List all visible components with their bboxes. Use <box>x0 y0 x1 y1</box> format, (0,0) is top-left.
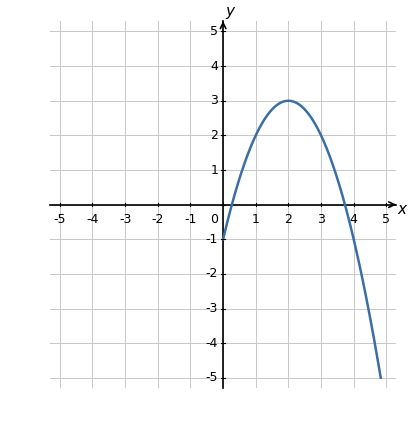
Text: -1: -1 <box>184 214 197 226</box>
Text: 5: 5 <box>382 214 390 226</box>
Text: 1: 1 <box>252 214 260 226</box>
Text: 3: 3 <box>317 214 325 226</box>
Text: 2: 2 <box>284 214 292 226</box>
Text: -2: -2 <box>206 268 218 281</box>
Text: -5: -5 <box>206 371 218 384</box>
Text: -3: -3 <box>206 302 218 315</box>
Text: y: y <box>225 4 234 19</box>
Text: 3: 3 <box>210 94 218 107</box>
Text: 1: 1 <box>210 164 218 176</box>
Text: 0: 0 <box>210 214 218 226</box>
Text: -1: -1 <box>206 233 218 246</box>
Text: -4: -4 <box>86 214 99 226</box>
Text: -2: -2 <box>152 214 164 226</box>
Text: -5: -5 <box>54 214 66 226</box>
Text: 4: 4 <box>350 214 358 226</box>
Text: 4: 4 <box>210 60 218 73</box>
Text: 2: 2 <box>210 129 218 142</box>
Text: -3: -3 <box>119 214 131 226</box>
Text: 5: 5 <box>210 25 218 38</box>
Text: x: x <box>398 203 407 217</box>
Text: -4: -4 <box>206 337 218 350</box>
